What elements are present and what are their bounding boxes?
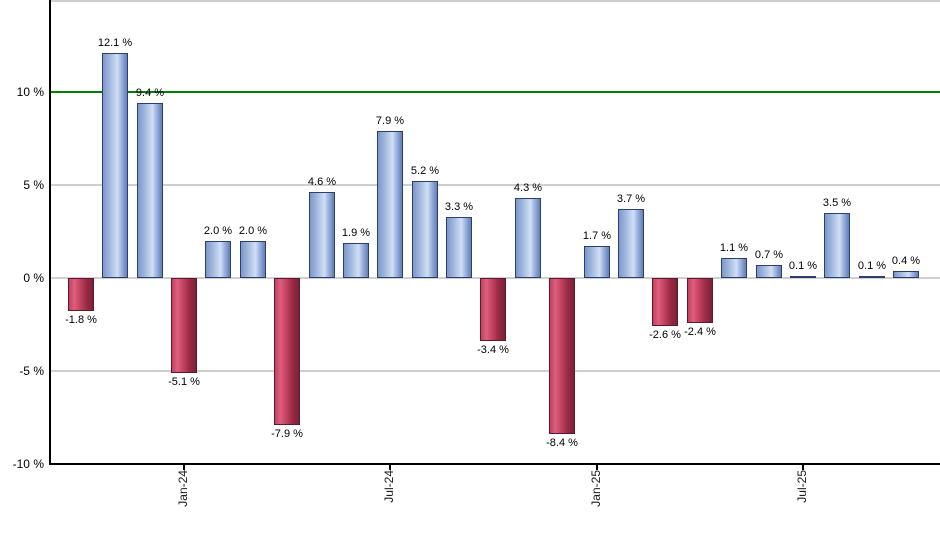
- bar-value-label: 7.9 %: [375, 115, 405, 127]
- bar-positive: [377, 131, 403, 278]
- bar-negative: [68, 278, 94, 311]
- bar-value-label: 3.7 %: [616, 193, 646, 205]
- x-tick: [802, 465, 804, 470]
- bar-value-label: 3.3 %: [444, 201, 474, 213]
- bar-value-label: -7.9 %: [271, 428, 303, 440]
- bar-positive: [790, 276, 816, 278]
- y-tick-label: -5 %: [19, 364, 44, 378]
- gridline--5pct: [51, 370, 940, 372]
- bar-negative: [480, 278, 506, 341]
- bar-positive: [240, 241, 266, 278]
- bar-positive: [756, 265, 782, 278]
- y-tick-label: 5 %: [23, 178, 44, 192]
- bar-value-label: 4.3 %: [513, 182, 543, 194]
- bar-positive: [343, 243, 369, 278]
- bar-value-label: 1.9 %: [341, 227, 371, 239]
- bar-positive: [824, 213, 850, 278]
- bar-value-label: 1.7 %: [582, 230, 612, 242]
- y-axis: [49, 0, 51, 465]
- bar-value-label: 0.4 %: [891, 255, 921, 267]
- y-tick-label: 10 %: [16, 85, 44, 99]
- bar-value-label: 0.7 %: [754, 249, 784, 261]
- bar-positive: [309, 192, 335, 278]
- bar-value-label: -1.8 %: [65, 314, 97, 326]
- bar-value-label: 4.6 %: [307, 176, 337, 188]
- x-tick: [596, 465, 598, 470]
- bar-negative: [549, 278, 575, 434]
- marker-line-10pct: [51, 91, 940, 93]
- x-tick-label: Jul-25: [795, 470, 809, 503]
- y-tick-label: -10 %: [12, 457, 44, 471]
- bar-value-label: -5.1 %: [168, 376, 200, 388]
- bar-negative: [274, 278, 300, 425]
- bar-positive: [721, 258, 747, 278]
- bar-positive: [205, 241, 231, 278]
- bar-positive: [893, 271, 919, 278]
- gridline-15pct: [51, 0, 940, 2]
- bar-positive: [515, 198, 541, 278]
- bar-value-label: 3.5 %: [822, 197, 852, 209]
- bar-positive: [618, 209, 644, 278]
- x-tick: [389, 465, 391, 470]
- y-tick-label: 0 %: [23, 271, 44, 285]
- bar-value-label: 2.0 %: [238, 225, 268, 237]
- x-tick: [183, 465, 185, 470]
- bar-negative: [687, 278, 713, 323]
- bar-value-label: 1.1 %: [719, 242, 749, 254]
- bar-positive: [584, 246, 610, 278]
- bar-value-label: 12.1 %: [97, 37, 133, 49]
- bar-value-label: -2.4 %: [684, 326, 716, 338]
- x-tick-label: Jan-24: [176, 470, 190, 507]
- bar-value-label: 2.0 %: [203, 225, 233, 237]
- x-tick-label: Jul-24: [382, 470, 396, 503]
- bar-positive: [102, 53, 128, 278]
- bar-value-label: 5.2 %: [410, 165, 440, 177]
- bar-value-label: -2.6 %: [649, 329, 681, 341]
- bar-value-label: -3.4 %: [477, 344, 509, 356]
- bar-positive: [859, 276, 885, 278]
- bar-positive: [137, 103, 163, 278]
- bar-value-label: 9.4 %: [135, 87, 165, 99]
- gridline-5pct: [51, 184, 940, 186]
- bar-value-label: 0.1 %: [788, 260, 818, 272]
- bar-negative: [171, 278, 197, 373]
- x-axis: [49, 463, 940, 465]
- bar-value-label: 0.1 %: [857, 260, 887, 272]
- bar-negative: [652, 278, 678, 326]
- bar-value-label: -8.4 %: [546, 437, 578, 449]
- bar-positive: [412, 181, 438, 278]
- x-tick-label: Jan-25: [589, 470, 603, 507]
- bar-positive: [446, 217, 472, 278]
